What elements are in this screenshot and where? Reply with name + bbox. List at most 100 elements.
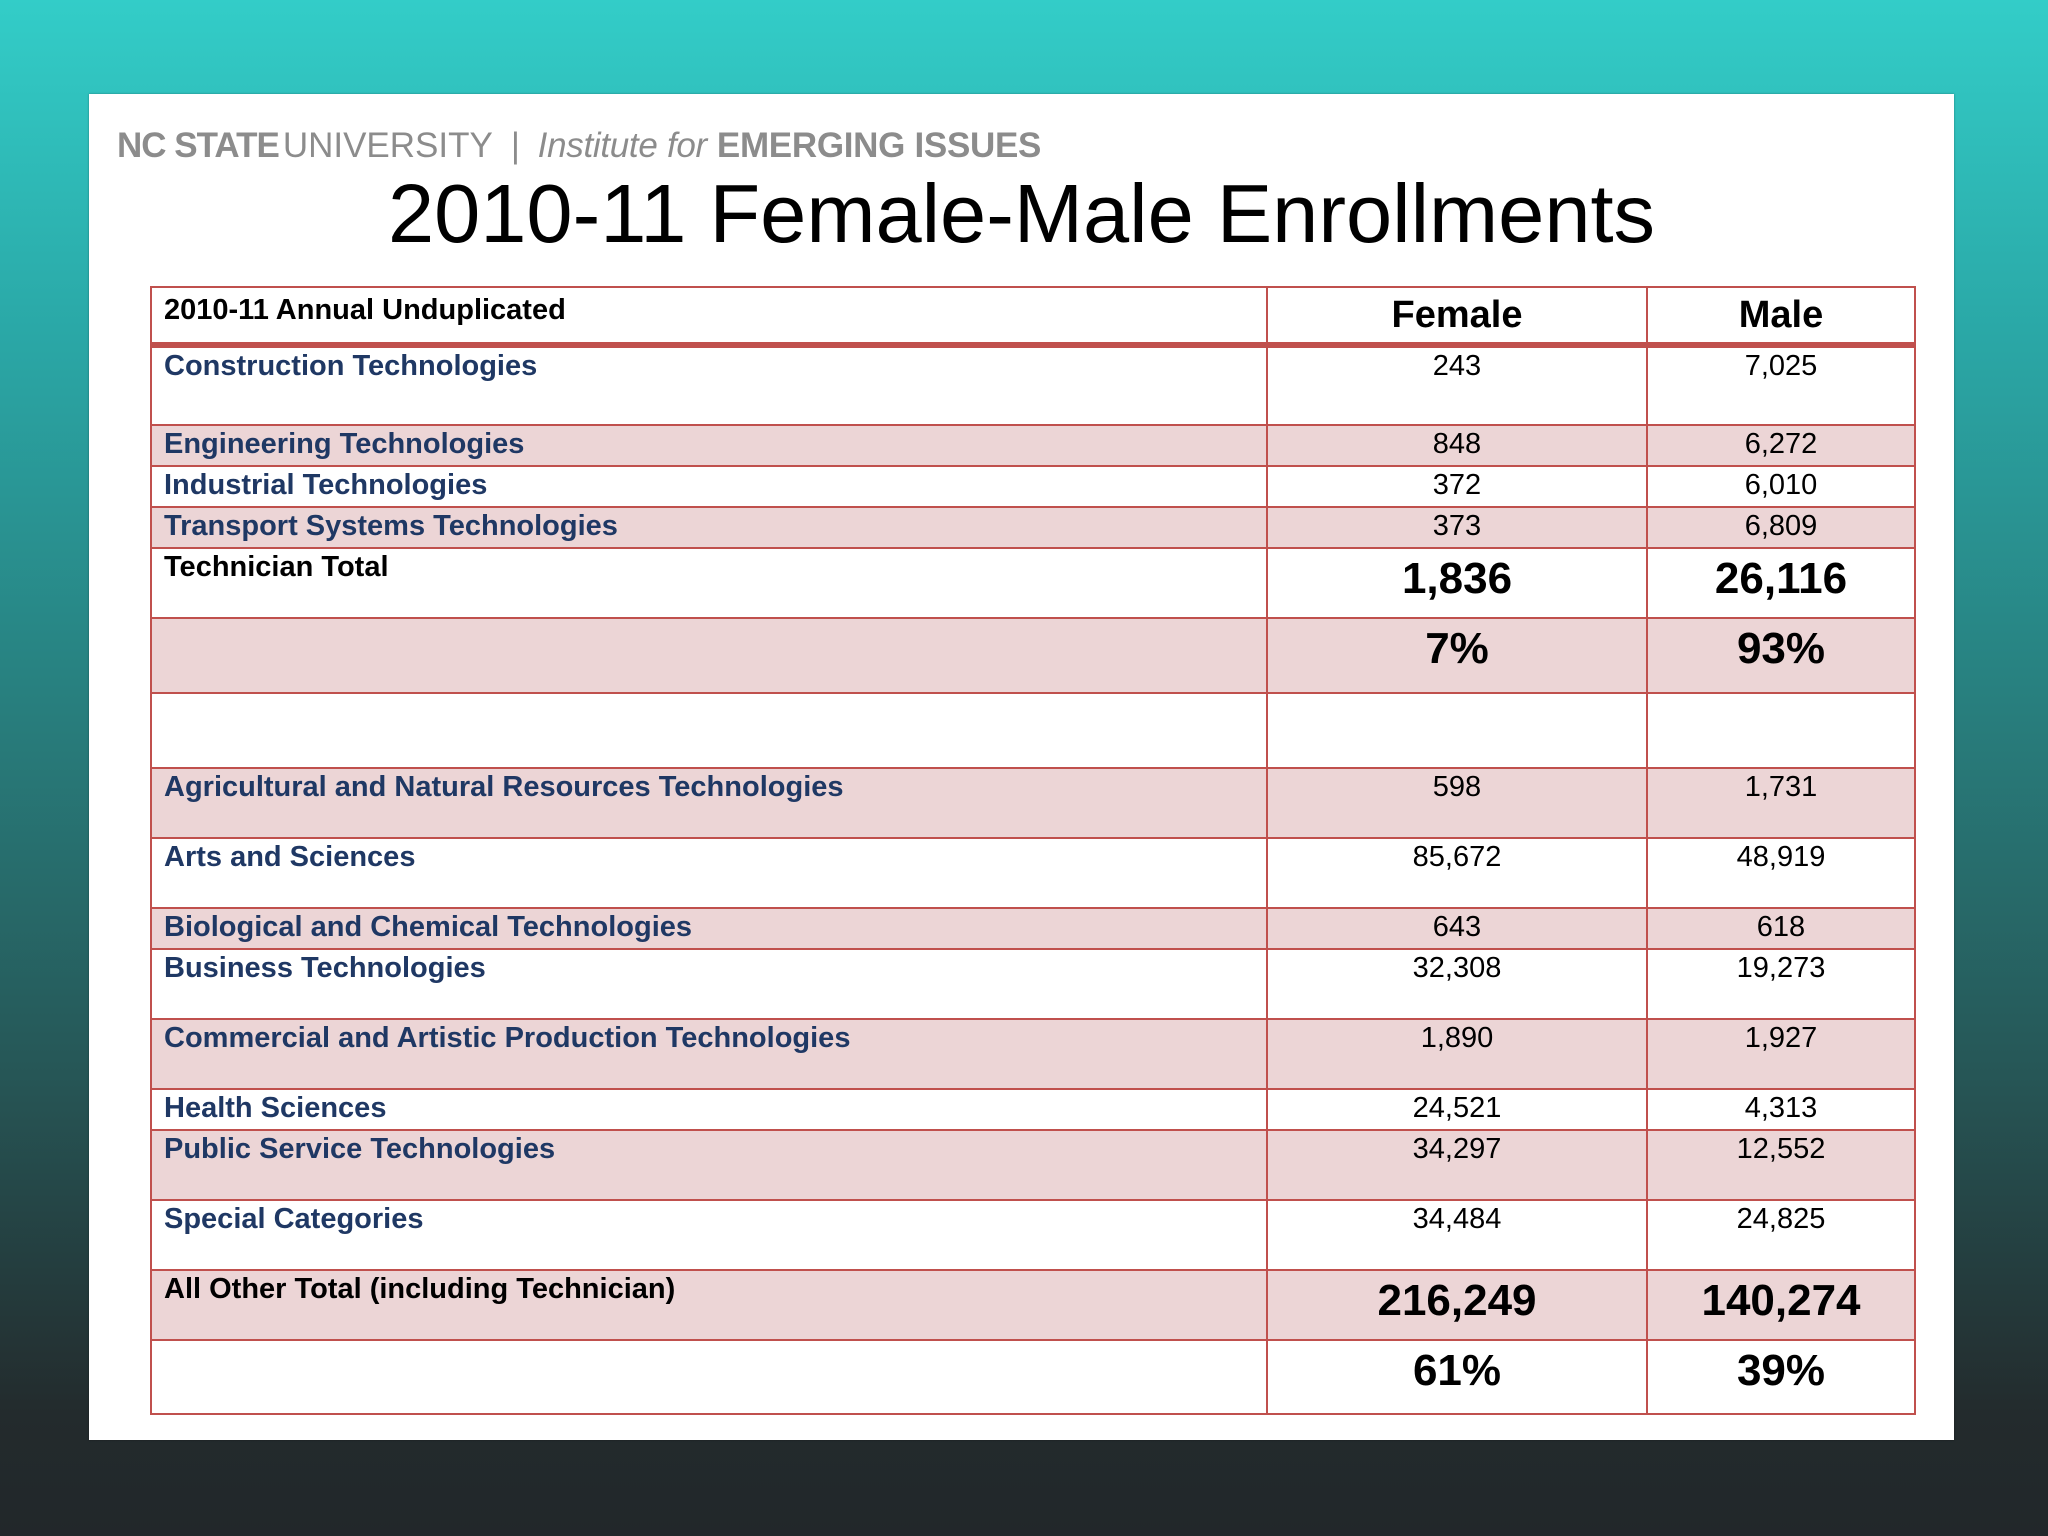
table-row: Public Service Technologies 34,297 12,55… bbox=[150, 1129, 1916, 1201]
male-value: 6,272 bbox=[1744, 428, 1818, 460]
female-cell: 848 bbox=[1266, 424, 1648, 467]
female-value: 243 bbox=[1432, 350, 1482, 382]
spacer-cell bbox=[1646, 692, 1916, 769]
male-value: 1,731 bbox=[1744, 771, 1818, 803]
logo-university: UNIVERSITY bbox=[282, 126, 493, 165]
table-row: Arts and Sciences 85,672 48,919 bbox=[150, 837, 1916, 909]
category-label: Industrial Technologies bbox=[164, 469, 488, 501]
category-label: Commercial and Artistic Production Techn… bbox=[164, 1022, 851, 1054]
technician-percent-female: 7% bbox=[1425, 624, 1489, 673]
category-cell: Health Sciences bbox=[150, 1088, 1268, 1131]
male-cell: 618 bbox=[1646, 907, 1916, 950]
male-cell: 24,825 bbox=[1646, 1199, 1916, 1271]
female-cell: 373 bbox=[1266, 506, 1648, 549]
nc-state-iei-logo: NC STATE UNIVERSITY | Institute for EMER… bbox=[117, 124, 1041, 168]
table-row: Special Categories 34,484 24,825 bbox=[150, 1199, 1916, 1271]
table-row: Business Technologies 32,308 19,273 bbox=[150, 948, 1916, 1020]
male-cell: 1,927 bbox=[1646, 1018, 1916, 1090]
female-cell: 598 bbox=[1266, 767, 1648, 839]
all-percent-label-cell bbox=[150, 1339, 1268, 1415]
female-cell: 243 bbox=[1266, 344, 1648, 426]
female-value: 373 bbox=[1432, 510, 1482, 542]
female-cell: 32,308 bbox=[1266, 948, 1648, 1020]
female-value: 848 bbox=[1432, 428, 1482, 460]
category-label: Biological and Chemical Technologies bbox=[164, 911, 693, 943]
header-label-cell: 2010-11 Annual Unduplicated bbox=[150, 286, 1268, 348]
category-cell: Transport Systems Technologies bbox=[150, 506, 1268, 549]
category-cell: Engineering Technologies bbox=[150, 424, 1268, 467]
slide-title: 2010-11 Female-Male Enrollments bbox=[387, 167, 1656, 260]
female-value: 85,672 bbox=[1412, 841, 1502, 873]
female-value: 34,297 bbox=[1412, 1133, 1502, 1165]
category-label: Special Categories bbox=[164, 1203, 424, 1235]
category-label: Business Technologies bbox=[164, 952, 486, 984]
all-percent-row: 61% 39% bbox=[150, 1339, 1916, 1415]
female-value: 24,521 bbox=[1412, 1092, 1502, 1124]
table-row: Commercial and Artistic Production Techn… bbox=[150, 1018, 1916, 1090]
slide: NC STATE UNIVERSITY | Institute for EMER… bbox=[89, 94, 1954, 1440]
female-cell: 34,297 bbox=[1266, 1129, 1648, 1201]
male-value: 19,273 bbox=[1736, 952, 1826, 984]
logo-separator: | bbox=[510, 126, 520, 165]
table-row: Transport Systems Technologies 373 6,809 bbox=[150, 506, 1916, 549]
male-value: 7,025 bbox=[1744, 350, 1818, 382]
technician-percent-male-cell: 93% bbox=[1646, 617, 1916, 694]
female-value: 32,308 bbox=[1412, 952, 1502, 984]
male-cell: 4,313 bbox=[1646, 1088, 1916, 1131]
female-cell: 34,484 bbox=[1266, 1199, 1648, 1271]
male-cell: 6,010 bbox=[1646, 465, 1916, 508]
category-label: Engineering Technologies bbox=[164, 428, 525, 460]
male-value: 12,552 bbox=[1736, 1133, 1826, 1165]
technician-total-male: 26,116 bbox=[1714, 554, 1848, 603]
all-total-male: 140,274 bbox=[1701, 1276, 1861, 1325]
technician-total-male-cell: 26,116 bbox=[1646, 547, 1916, 619]
category-cell: Commercial and Artistic Production Techn… bbox=[150, 1018, 1268, 1090]
header-female: Female bbox=[1391, 294, 1523, 336]
table-row: Biological and Chemical Technologies 643… bbox=[150, 907, 1916, 950]
all-percent-male-cell: 39% bbox=[1646, 1339, 1916, 1415]
male-value: 1,927 bbox=[1744, 1022, 1818, 1054]
female-cell: 372 bbox=[1266, 465, 1648, 508]
header-label: 2010-11 Annual Unduplicated bbox=[164, 294, 566, 326]
table-row: Agricultural and Natural Resources Techn… bbox=[150, 767, 1916, 839]
male-cell: 6,809 bbox=[1646, 506, 1916, 549]
male-value: 24,825 bbox=[1736, 1203, 1826, 1235]
category-label: Construction Technologies bbox=[164, 350, 538, 382]
spacer-cell bbox=[150, 692, 1268, 769]
male-value: 48,919 bbox=[1736, 841, 1826, 873]
header-female-cell: Female bbox=[1266, 286, 1648, 348]
category-label: Transport Systems Technologies bbox=[164, 510, 618, 542]
female-cell: 24,521 bbox=[1266, 1088, 1648, 1131]
male-value: 618 bbox=[1756, 911, 1806, 943]
technician-percent-male: 93% bbox=[1736, 624, 1826, 673]
all-total-female: 216,249 bbox=[1377, 1276, 1537, 1325]
header-male: Male bbox=[1738, 294, 1824, 336]
spacer-cell bbox=[1266, 692, 1648, 769]
female-value: 372 bbox=[1432, 469, 1482, 501]
category-label: Arts and Sciences bbox=[164, 841, 416, 873]
category-cell: Agricultural and Natural Resources Techn… bbox=[150, 767, 1268, 839]
all-total-label: All Other Total (including Technician) bbox=[164, 1273, 676, 1305]
category-cell: Business Technologies bbox=[150, 948, 1268, 1020]
female-cell: 643 bbox=[1266, 907, 1648, 950]
male-cell: 12,552 bbox=[1646, 1129, 1916, 1201]
male-cell: 7,025 bbox=[1646, 344, 1916, 426]
header-male-cell: Male bbox=[1646, 286, 1916, 348]
all-total-male-cell: 140,274 bbox=[1646, 1269, 1916, 1341]
category-cell: Biological and Chemical Technologies bbox=[150, 907, 1268, 950]
female-value: 643 bbox=[1432, 911, 1482, 943]
technician-total-label: Technician Total bbox=[164, 551, 389, 583]
category-label: Agricultural and Natural Resources Techn… bbox=[164, 771, 844, 803]
table-header-row: 2010-11 Annual Unduplicated Female Male bbox=[150, 286, 1916, 348]
technician-total-female-cell: 1,836 bbox=[1266, 547, 1648, 619]
category-cell: Industrial Technologies bbox=[150, 465, 1268, 508]
male-value: 4,313 bbox=[1744, 1092, 1818, 1124]
table-row: Engineering Technologies 848 6,272 bbox=[150, 424, 1916, 467]
male-value: 6,010 bbox=[1744, 469, 1818, 501]
enrollment-table: 2010-11 Annual Unduplicated Female Male … bbox=[150, 286, 1916, 1415]
all-percent-female-cell: 61% bbox=[1266, 1339, 1648, 1415]
female-value: 34,484 bbox=[1412, 1203, 1502, 1235]
male-cell: 1,731 bbox=[1646, 767, 1916, 839]
all-total-label-cell: All Other Total (including Technician) bbox=[150, 1269, 1268, 1341]
female-cell: 85,672 bbox=[1266, 837, 1648, 909]
